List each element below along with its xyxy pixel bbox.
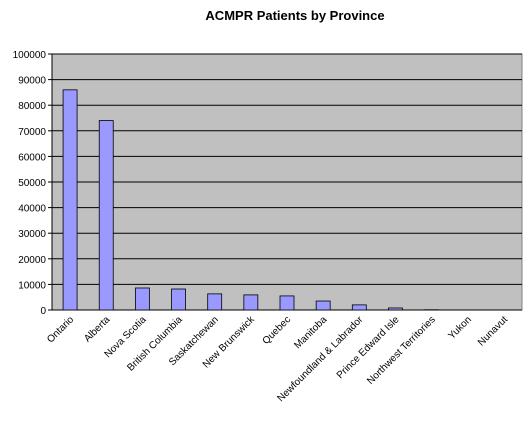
x-tick-label: Ontario xyxy=(45,314,76,345)
x-tick-label: Nunavut xyxy=(476,314,510,348)
y-tick-label: 40000 xyxy=(18,204,46,215)
x-tick-label: Prince Edward Isle xyxy=(335,314,402,381)
x-tick-label: Manitoba xyxy=(292,314,329,351)
bar xyxy=(279,295,295,311)
bar xyxy=(171,288,186,311)
bar xyxy=(388,307,403,311)
chart-title: ACMPR Patients by Province xyxy=(205,8,384,23)
x-tick-label: Yukon xyxy=(446,314,473,341)
bar xyxy=(62,89,78,311)
x-tick-label: Alberta xyxy=(82,314,112,344)
y-tick-label: 70000 xyxy=(18,127,46,138)
x-tick-label: Quebec xyxy=(261,314,294,347)
bar xyxy=(243,294,259,311)
bar xyxy=(315,300,331,311)
y-tick-label: 50000 xyxy=(18,178,46,189)
y-tick-label: 90000 xyxy=(18,76,46,87)
x-tick-label: Northwest Territories xyxy=(365,314,437,386)
y-tick-label: 100000 xyxy=(13,50,47,61)
bar xyxy=(351,304,367,311)
y-tick-label: 80000 xyxy=(18,101,46,112)
y-tick-label: 30000 xyxy=(18,229,46,240)
bar xyxy=(98,120,114,311)
y-tick-label: 20000 xyxy=(18,255,46,266)
y-tick-label: 0 xyxy=(40,306,46,317)
y-tick-label: 10000 xyxy=(18,280,46,291)
y-tick-label: 60000 xyxy=(18,152,46,163)
bar xyxy=(207,293,223,311)
bar xyxy=(134,287,150,311)
